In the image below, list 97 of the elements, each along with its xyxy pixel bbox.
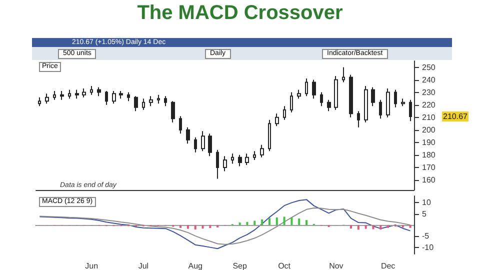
candlestick [216,149,219,180]
candlestick [334,76,338,110]
bar [194,225,196,230]
candlestick [45,93,49,104]
chart-title: The MACD Crossover [136,2,344,25]
candlestick [194,136,197,153]
candlestick [171,100,175,123]
candlestick [253,150,256,160]
x-tick-label: Jun [85,262,98,270]
candlestick [371,86,375,107]
candlestick [53,90,56,100]
y-tick-label: 240 [422,75,436,84]
x-tick-label: Dec [380,262,396,270]
candlestick [231,153,234,164]
candlestick [208,133,212,157]
bar [283,216,286,225]
candlestick [268,119,271,152]
candlestick [394,89,397,108]
bar [180,225,182,228]
candlestick [127,92,130,102]
candlestick [157,94,160,104]
text: 210.67 [443,112,468,122]
y-tick-label: 230 [422,88,436,97]
x-tick-label: Aug [188,262,202,270]
y-tick-label: 250 [422,62,436,72]
candlestick [149,96,153,107]
bar [268,218,270,225]
candlestick [134,96,138,112]
candlestick [245,153,249,166]
bar [364,225,367,229]
candlestick [275,113,279,127]
y-tick-label: 170 [422,162,436,172]
candlestick [179,116,182,134]
candlestick [112,90,116,104]
candlestick [201,130,205,152]
bar [246,222,248,225]
bar [380,225,382,230]
y-tick-label: 200 [422,125,436,134]
candlestick [260,144,264,158]
candlestick [68,89,71,100]
bar [202,225,204,229]
candlestick [238,154,242,167]
candlestick [283,106,286,120]
y-tick-label: -10 [422,242,434,252]
candlestick [223,156,227,172]
candlestick [364,86,368,123]
candlestick [297,89,301,100]
y-tick-label: 220 [422,100,436,110]
candlestick [312,79,316,100]
bar [409,225,412,228]
candlestick [409,99,412,122]
y-tick-label: 180 [422,150,436,160]
candlestick [305,78,308,97]
bar [357,225,360,230]
line-series [39,208,411,245]
candlestick [320,92,323,107]
x-tick-label: Jul [138,262,149,270]
candlestick [349,74,353,118]
y-tick-label: 210 [422,112,436,122]
candlestick [290,92,293,113]
y-tick-label: 5 [422,209,427,218]
candlestick [142,98,145,110]
candlestick [357,110,360,128]
bar [306,220,308,225]
bar [290,218,293,225]
candlestick [386,88,390,118]
candlestick [60,90,64,100]
candlestick [186,126,190,144]
bar [372,225,374,230]
candlestick [164,96,167,107]
bar [209,225,212,228]
bar [254,220,256,225]
bar [261,219,264,225]
y-tick-label: 10 [422,198,432,208]
y-tick-label: 160 [422,175,436,184]
candlestick [90,86,93,96]
candlestick [119,90,123,100]
bar [276,217,278,225]
bar [186,225,189,229]
x-tick-label: Nov [329,262,344,270]
x-tick-label: Sep [232,262,248,270]
line-series [39,199,411,250]
y-tick-label: -5 [422,232,430,241]
candlestick [82,88,86,98]
bar [298,218,300,225]
bar [350,225,352,229]
candlestick [75,89,79,100]
candlestick [379,99,382,120]
candlestick [38,96,41,107]
candlestick [327,99,331,112]
y-tick-label: 190 [422,138,436,147]
bar [387,225,390,228]
candlestick [97,86,101,97]
candlestick [105,90,108,106]
candlestick [401,98,405,107]
candlestick [342,66,345,83]
x-tick-label: Oct [278,262,292,270]
